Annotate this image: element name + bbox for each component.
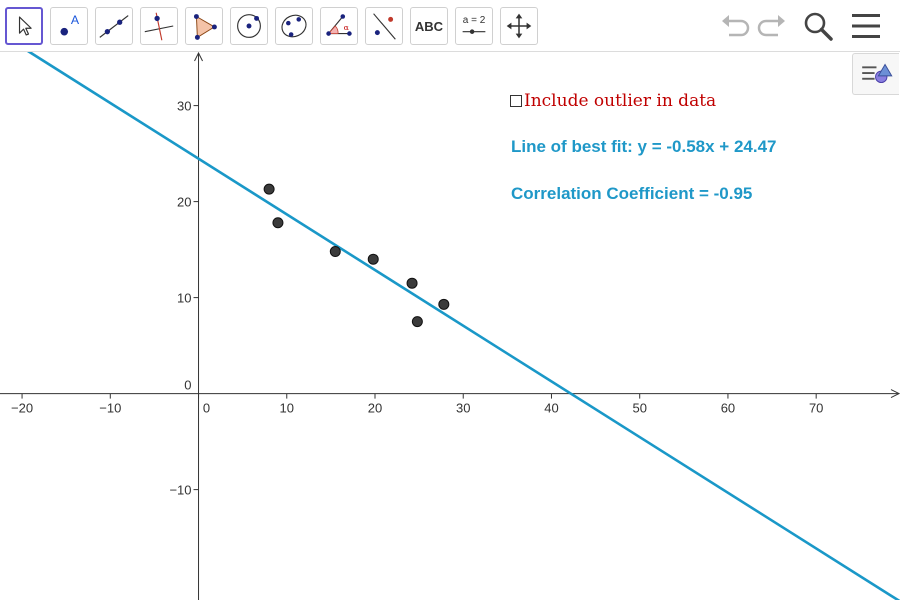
x-tick-label: 0 [203, 401, 210, 416]
slider-icon [462, 29, 486, 34]
menu-button[interactable] [848, 8, 884, 44]
data-point[interactable] [263, 183, 275, 195]
data-points [263, 183, 450, 328]
point-tool-button[interactable]: A [50, 7, 88, 45]
redo-button[interactable] [754, 8, 790, 44]
perpendicular-line-icon [144, 12, 174, 41]
move-graphics-view-tool-button[interactable] [500, 7, 538, 45]
circle-tool-button[interactable] [230, 7, 268, 45]
x-tick-label: 20 [368, 401, 382, 416]
line-through-points-icon [99, 15, 129, 38]
reflect-about-line-icon [373, 13, 396, 40]
undo-icon [722, 15, 750, 37]
include-outlier-label: Include outlier in data [524, 91, 717, 111]
reflect-tool-button[interactable] [365, 7, 403, 45]
perpendicular-line-tool-button[interactable] [140, 7, 178, 45]
polygon-tool-button[interactable] [185, 7, 223, 45]
ellipse-points-icon [281, 14, 307, 38]
best-fit-line-layer [0, 32, 900, 600]
search-button[interactable] [800, 8, 836, 44]
slider-tool-button[interactable]: a = 2 [455, 7, 493, 45]
y-tick-label: 0 [184, 378, 191, 393]
text-icon: ABC [414, 18, 444, 34]
y-axis-arrow [194, 51, 203, 62]
slider-icon-label: a = 2 [462, 15, 486, 26]
menu-icon [852, 14, 880, 38]
text-tool-button[interactable]: ABC [410, 7, 448, 45]
style-bar-toggle-button[interactable] [852, 53, 899, 95]
svg-text:α: α [344, 23, 349, 32]
data-point[interactable] [438, 298, 450, 310]
redo-icon [757, 15, 785, 37]
point-label-icon: A [60, 13, 80, 36]
axes: −20 −10 0 10 20 30 40 50 60 70 −10 0 10 20 30 [0, 51, 900, 600]
svg-text:A: A [71, 13, 80, 27]
checkbox-box[interactable] [510, 95, 522, 107]
toolbar: A [0, 0, 900, 52]
correlation-text: Correlation Coefficient = -0.95 [511, 184, 753, 203]
line-tool-button[interactable] [95, 7, 133, 45]
angle-icon: α [326, 14, 352, 36]
move-tool-button[interactable] [5, 7, 43, 45]
x-tick-label: −10 [99, 401, 121, 416]
data-point[interactable] [406, 277, 418, 289]
x-axis-arrow [890, 389, 900, 399]
best-fit-line[interactable] [0, 32, 900, 600]
x-tick-label: 70 [809, 401, 823, 416]
angle-tool-button[interactable]: α [320, 7, 358, 45]
y-tick-label: 10 [177, 291, 191, 306]
data-point[interactable] [329, 246, 341, 258]
x-tick-label: 30 [456, 401, 470, 416]
conic-tool-button[interactable] [275, 7, 313, 45]
polygon-icon [193, 14, 217, 40]
include-outlier-checkbox[interactable]: Include outlier in data [510, 90, 716, 112]
y-tick-label: 20 [177, 195, 191, 210]
style-bar-toggle-icon [862, 63, 893, 84]
data-point[interactable] [367, 253, 379, 265]
undo-button[interactable] [717, 8, 753, 44]
move-arrows-icon [506, 13, 532, 39]
x-tick-label: −20 [11, 401, 33, 416]
best-fit-text: Line of best fit: y = -0.58x + 24.47 [511, 137, 777, 156]
y-tick-label: −10 [169, 483, 191, 498]
x-tick-label: 50 [632, 401, 646, 416]
x-tick-label: 60 [721, 401, 735, 416]
search-icon [804, 12, 833, 41]
x-tick-label: 40 [544, 401, 558, 416]
cursor-arrow-icon [18, 16, 32, 36]
data-point[interactable] [272, 217, 284, 229]
data-point[interactable] [411, 316, 423, 328]
circle-center-point-icon [237, 14, 261, 38]
y-tick-label: 30 [177, 99, 191, 114]
x-tick-label: 10 [280, 401, 294, 416]
